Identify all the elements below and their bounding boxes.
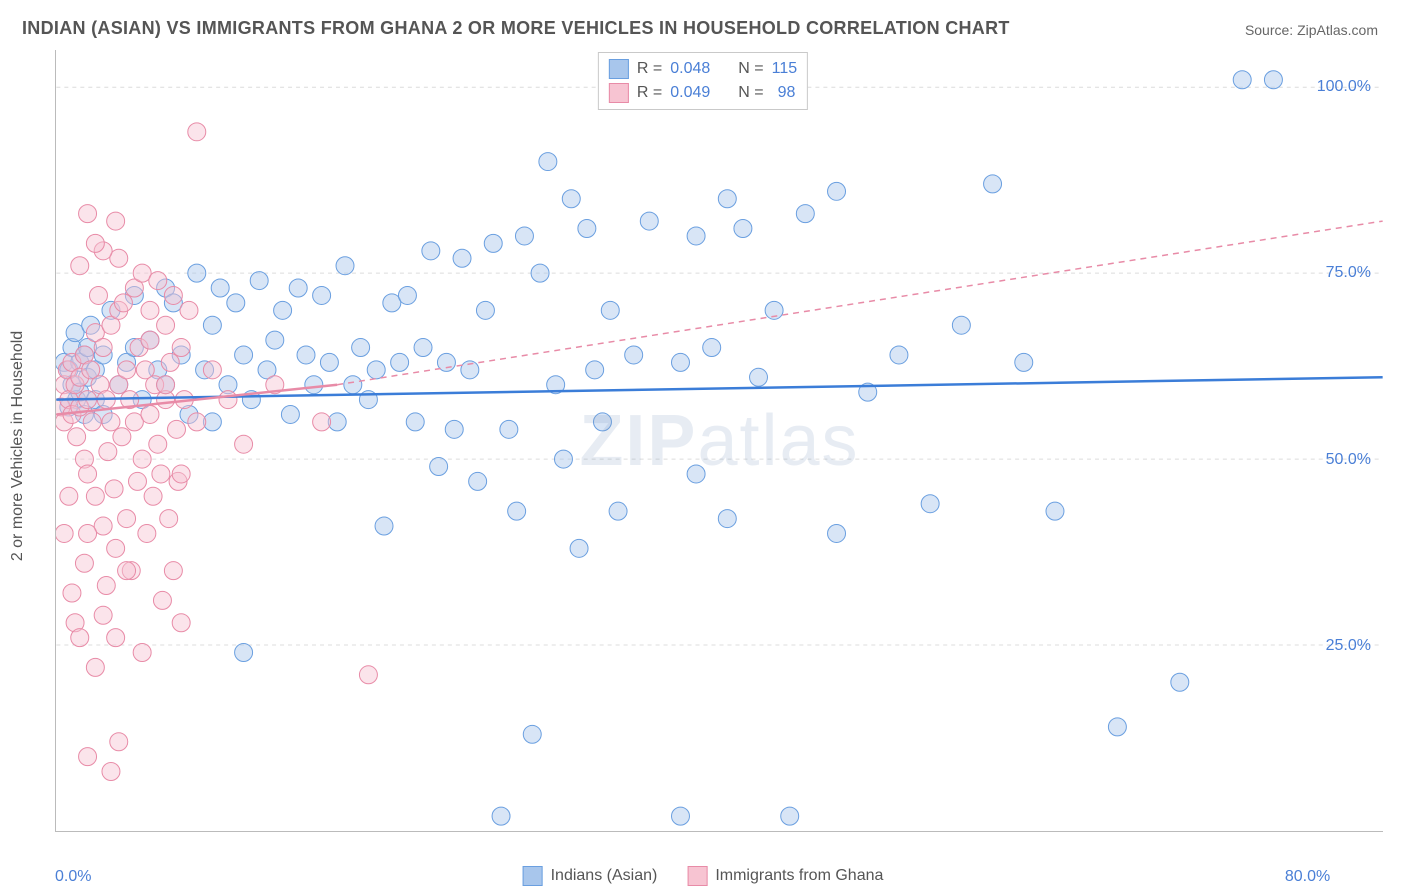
swatch-blue	[609, 59, 629, 79]
chart-title: INDIAN (ASIAN) VS IMMIGRANTS FROM GHANA …	[22, 18, 1010, 39]
y-tick-label: 50.0%	[1326, 451, 1371, 469]
swatch-pink	[609, 83, 629, 103]
n-value: 115	[772, 60, 798, 78]
plot-area: ZIPatlas 25.0% 50.0% 75.0% 100.0%	[55, 50, 1383, 832]
legend-label: Indians (Asian)	[551, 867, 658, 885]
legend-bottom-item-1: Immigrants from Ghana	[687, 866, 883, 886]
swatch-blue	[523, 866, 543, 886]
legend-top-row-1: R = 0.049 N = 98	[609, 81, 797, 105]
r-label: R =	[637, 60, 662, 78]
x-tick-label: 80.0%	[1285, 868, 1330, 886]
y-tick-label: 75.0%	[1326, 264, 1371, 282]
legend-top: R = 0.048 N = 115 R = 0.049 N = 98	[598, 52, 808, 110]
source-value: ZipAtlas.com	[1297, 22, 1378, 38]
n-label: N =	[738, 60, 763, 78]
legend-bottom-item-0: Indians (Asian)	[523, 866, 658, 886]
y-tick-label: 25.0%	[1326, 637, 1371, 655]
x-tick-label: 0.0%	[55, 868, 91, 886]
swatch-pink	[687, 866, 707, 886]
r-label: R =	[637, 84, 662, 102]
legend-bottom: Indians (Asian) Immigrants from Ghana	[523, 866, 884, 886]
n-value: 98	[772, 84, 796, 102]
watermark: ZIPatlas	[579, 400, 859, 482]
source-attribution: Source: ZipAtlas.com	[1245, 22, 1378, 38]
legend-top-row-0: R = 0.048 N = 115	[609, 57, 797, 81]
r-value: 0.049	[670, 84, 710, 102]
r-value: 0.048	[670, 60, 710, 78]
chart-svg	[56, 50, 1383, 831]
n-label: N =	[738, 84, 763, 102]
source-label: Source:	[1245, 22, 1293, 38]
legend-label: Immigrants from Ghana	[715, 867, 883, 885]
y-axis-title: 2 or more Vehicles in Household	[9, 331, 27, 561]
y-tick-label: 100.0%	[1317, 78, 1371, 96]
